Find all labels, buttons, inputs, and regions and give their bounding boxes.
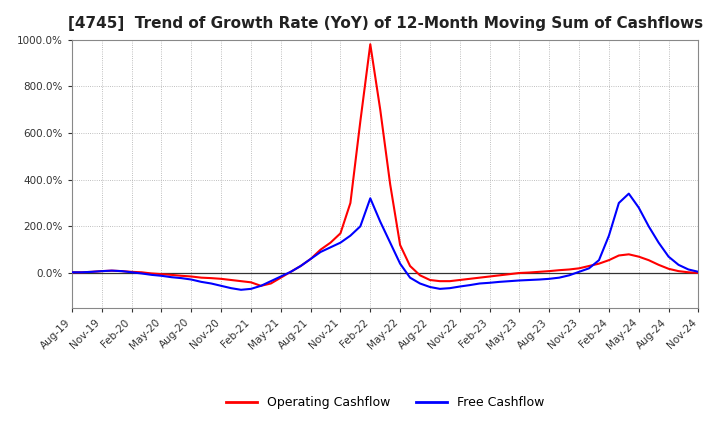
Operating Cashflow (495, 273, 504, 278)
Line: Free Cashflow: Free Cashflow (72, 194, 698, 290)
Operating Cashflow (694, 270, 703, 275)
Title: [4745]  Trend of Growth Rate (YoY) of 12-Month Moving Sum of Cashflows: [4745] Trend of Growth Rate (YoY) of 12-… (68, 16, 703, 32)
Free Cashflow (475, 281, 484, 286)
Line: Operating Cashflow: Operating Cashflow (72, 44, 698, 286)
Free Cashflow (386, 240, 395, 245)
Operating Cashflow (396, 242, 405, 248)
Free Cashflow (485, 280, 494, 286)
Operating Cashflow (256, 283, 265, 289)
Free Cashflow (624, 191, 633, 196)
Free Cashflow (694, 269, 703, 275)
Free Cashflow (426, 284, 434, 290)
Operating Cashflow (436, 279, 444, 284)
Free Cashflow (68, 270, 76, 275)
Operating Cashflow (68, 270, 76, 275)
Operating Cashflow (366, 42, 374, 47)
Free Cashflow (237, 287, 246, 293)
Operating Cashflow (485, 274, 494, 279)
Operating Cashflow (147, 271, 156, 276)
Free Cashflow (147, 272, 156, 278)
Legend: Operating Cashflow, Free Cashflow: Operating Cashflow, Free Cashflow (221, 392, 549, 414)
Free Cashflow (336, 240, 345, 245)
Operating Cashflow (336, 231, 345, 236)
